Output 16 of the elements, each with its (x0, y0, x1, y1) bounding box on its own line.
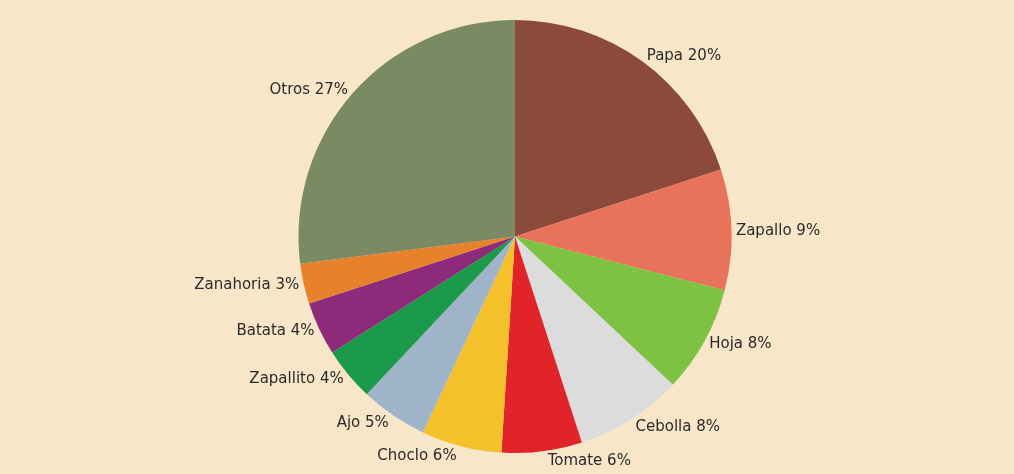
pie-slice (366, 236, 515, 433)
slice-label: Papa 20% (646, 46, 722, 65)
slice-label: Zapallo 9% (735, 220, 821, 239)
slice-label: Ajo 5% (336, 412, 389, 431)
slice-label: Cebolla 8% (635, 416, 721, 435)
slice-label: Batata 4% (236, 321, 315, 340)
slice-label: Hoja 8% (709, 333, 772, 352)
slice-label: Tomate 6% (546, 451, 631, 470)
slice-label: Zanahoria 3% (194, 275, 300, 294)
slice-label: Choclo 6% (377, 445, 457, 464)
slice-label: Otros 27% (269, 80, 349, 99)
pie-slice (300, 236, 515, 304)
pie-slice (515, 20, 721, 237)
pie-slice (515, 169, 732, 291)
slice-label: Zapallito 4% (249, 369, 344, 388)
pie-slice (501, 236, 582, 453)
